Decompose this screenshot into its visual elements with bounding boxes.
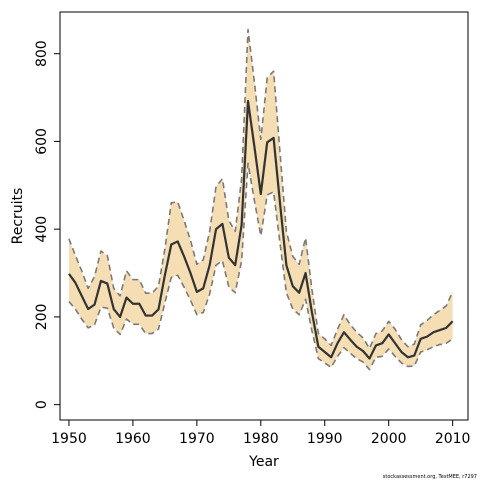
footer-note: stockassessment.org, TestMEE, r7297 xyxy=(383,474,477,480)
y-axis: 0 200 400 600 800 xyxy=(34,40,60,409)
estimate-series xyxy=(68,99,454,360)
x-tick-label: 2010 xyxy=(435,431,471,447)
x-tick-label: 1970 xyxy=(179,431,215,447)
x-axis-title: Year xyxy=(248,454,279,470)
y-tick-label: 0 xyxy=(34,400,50,409)
y-tick-label: 600 xyxy=(34,128,50,155)
lower-bound-line xyxy=(68,162,454,371)
x-axis: 1950 1960 1970 1980 1990 2000 2010 xyxy=(51,420,470,447)
upper-bound-line xyxy=(68,28,454,350)
y-tick-label: 800 xyxy=(34,40,50,67)
y-axis-title: Recruits xyxy=(10,188,26,245)
x-tick-label: 1990 xyxy=(307,431,343,447)
x-tick-label: 1960 xyxy=(115,431,151,447)
y-tick-label: 200 xyxy=(34,304,50,331)
x-tick-label: 2000 xyxy=(371,431,407,447)
x-tick-label: 1980 xyxy=(243,431,279,447)
confidence-band xyxy=(68,28,454,371)
confidence-band-fill xyxy=(68,29,453,370)
plot-frame xyxy=(59,11,469,421)
estimate-line xyxy=(68,99,454,360)
y-tick-label: 400 xyxy=(34,216,50,243)
x-tick-label: 1950 xyxy=(51,431,87,447)
